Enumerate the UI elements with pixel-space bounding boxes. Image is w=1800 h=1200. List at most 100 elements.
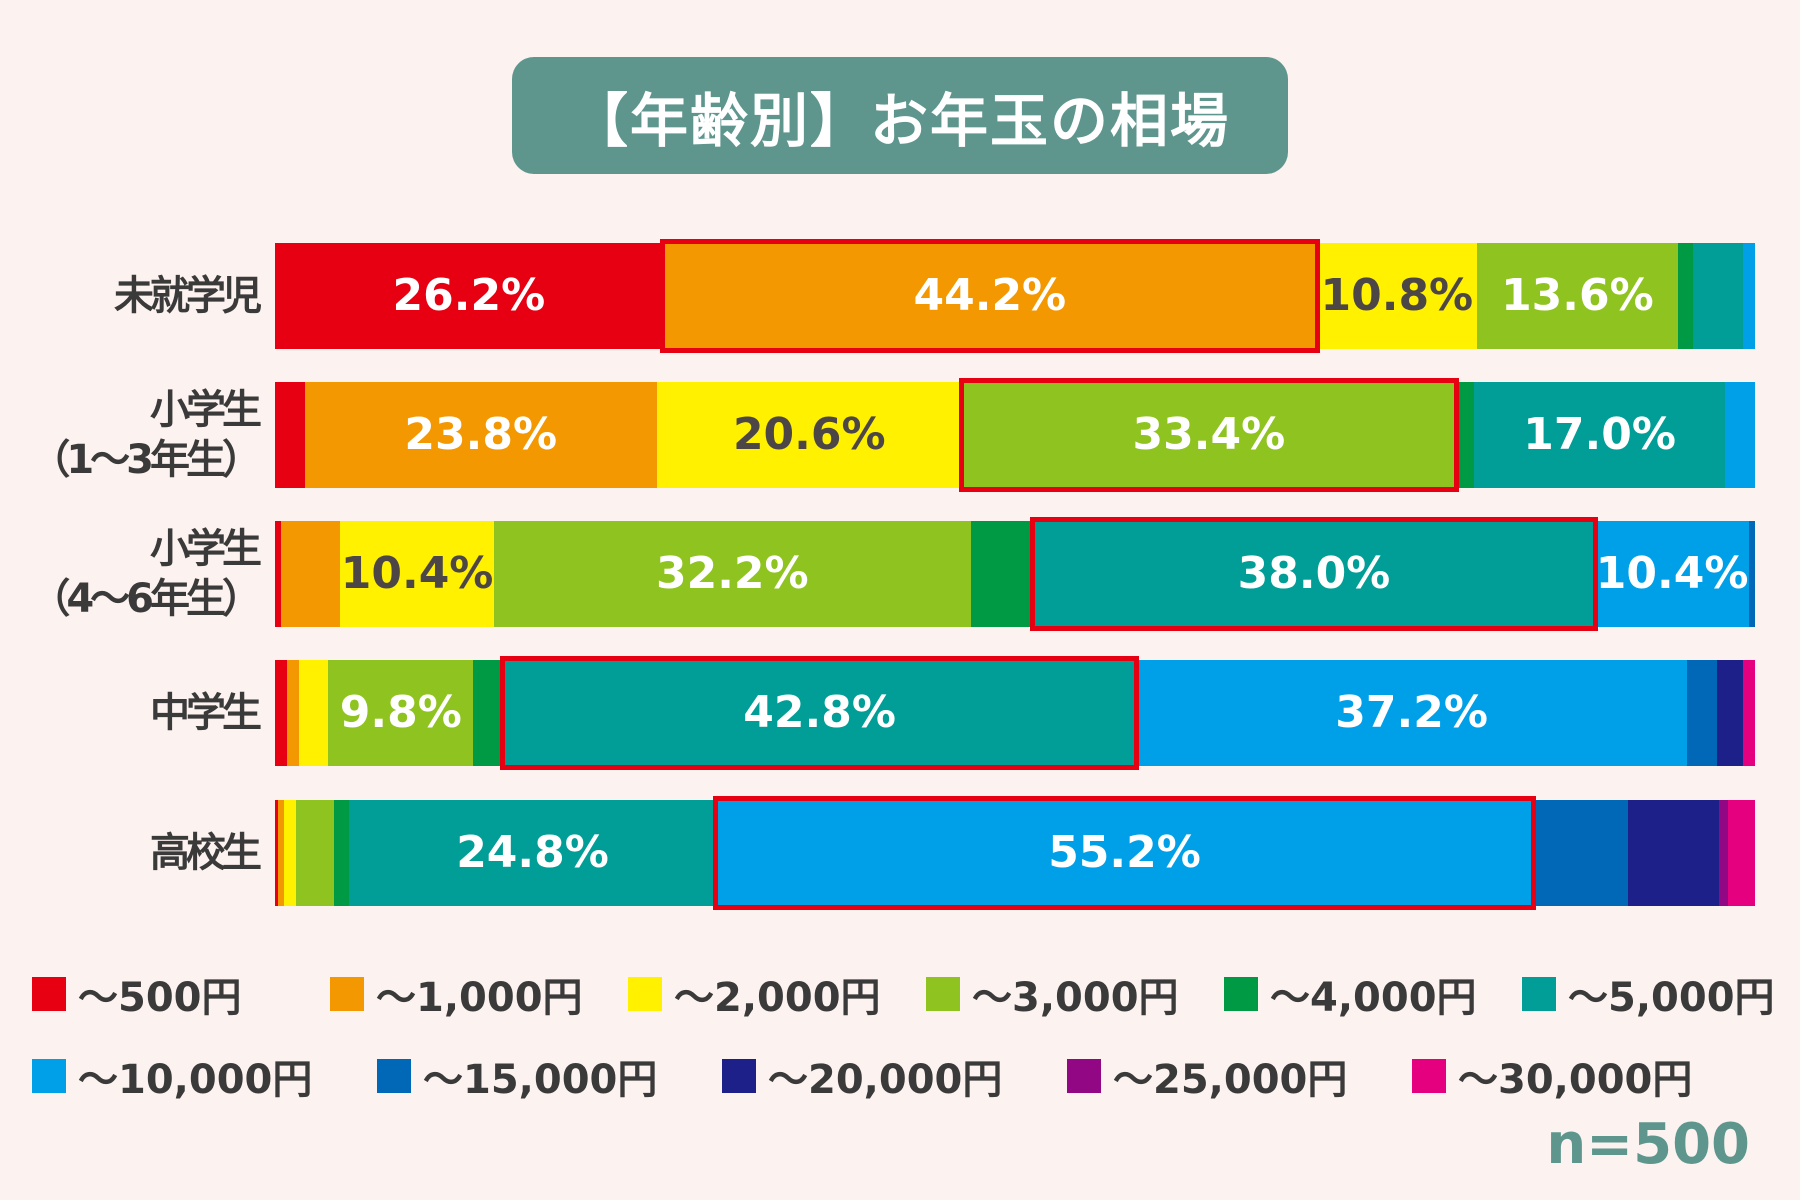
highlight-box	[499, 656, 1140, 770]
highlight-box	[713, 796, 1536, 910]
bar-row	[275, 243, 1756, 349]
legend-swatch	[926, 977, 960, 1011]
bar-segment	[304, 382, 658, 488]
data-label: 20.6%	[732, 409, 886, 460]
data-label: 24.8%	[456, 827, 609, 878]
bar-segment	[280, 521, 341, 627]
bar-segment	[349, 800, 717, 906]
legend-label: 〜2,000円	[674, 975, 881, 1021]
category-label-line: 中学生	[150, 690, 262, 736]
bar-segment	[275, 660, 288, 766]
category-label: 小学生 （4〜6年生）	[0, 521, 262, 627]
data-label: 37.2%	[1335, 687, 1488, 738]
bar-row	[275, 382, 1756, 488]
legend-swatch	[1412, 1059, 1446, 1093]
data-label: 38.0%	[1237, 548, 1391, 599]
legend-item: 〜15,000円	[377, 1052, 702, 1103]
bar-segment	[295, 800, 335, 906]
legend-item: 〜20,000円	[722, 1052, 1047, 1103]
legend-item: 〜500円	[32, 970, 310, 1021]
legend-label: 〜1,000円	[376, 975, 583, 1021]
legend-label: 〜500円	[78, 975, 242, 1021]
legend-item: 〜2,000円	[628, 970, 906, 1021]
data-label: 44.2%	[913, 270, 1067, 321]
data-label: 26.2%	[392, 270, 546, 321]
bar-segment	[1719, 800, 1729, 906]
data-label: 9.8%	[339, 687, 462, 738]
legend-label: 〜20,000円	[768, 1057, 1003, 1103]
legend-label: 〜3,000円	[972, 975, 1179, 1021]
data-label: 32.2%	[655, 548, 809, 599]
legend-swatch	[1224, 977, 1258, 1011]
bar-segment	[961, 382, 1457, 488]
highlight-box	[1029, 517, 1599, 631]
bar-segment	[283, 800, 297, 906]
bar-segment	[1749, 521, 1756, 627]
legend-item: 〜25,000円	[1067, 1052, 1392, 1103]
highlight-box	[659, 239, 1320, 353]
legend-label: 〜25,000円	[1113, 1057, 1348, 1103]
bar-segment	[1316, 243, 1478, 349]
data-label: 33.4%	[1132, 409, 1286, 460]
bar-row	[275, 521, 1756, 627]
legend-item: 〜1,000円	[330, 970, 608, 1021]
bar-segment	[1743, 243, 1756, 349]
bar-segment	[1743, 660, 1756, 766]
bar-segment	[1678, 243, 1694, 349]
legend-swatch	[32, 977, 66, 1011]
legend-swatch	[722, 1059, 756, 1093]
legend-swatch	[628, 977, 662, 1011]
bar-segment	[1595, 521, 1750, 627]
category-label: 小学生 （1〜3年生）	[0, 382, 262, 488]
bar-segment	[1473, 382, 1726, 488]
data-label: 10.8%	[1320, 270, 1474, 321]
bar-segment	[298, 660, 329, 766]
legend-item: 〜3,000円	[926, 970, 1204, 1021]
bar-segment	[656, 382, 963, 488]
bar-segment	[1533, 800, 1629, 906]
bar-segment	[1456, 382, 1475, 488]
legend-item: 〜4,000円	[1224, 970, 1502, 1021]
data-label: 42.8%	[743, 687, 896, 738]
category-label: 中学生	[0, 660, 262, 766]
legend-label: 〜10,000円	[78, 1057, 313, 1103]
chart-title: 【年齢別】お年玉の相場	[512, 57, 1288, 174]
legend-swatch	[1067, 1059, 1101, 1093]
category-label-line: （1〜3年生）	[30, 437, 262, 483]
bar-segment	[275, 382, 306, 488]
legend-item: 〜10,000円	[32, 1052, 357, 1103]
bar-segment	[275, 521, 282, 627]
bar-segment	[473, 660, 504, 766]
bar-row	[275, 800, 1756, 906]
legend-label: 〜5,000円	[1568, 975, 1775, 1021]
bar-segment	[1627, 800, 1720, 906]
legend-item: 〜5,000円	[1522, 970, 1800, 1021]
legend-item: 〜30,000円	[1412, 1052, 1737, 1103]
bar-segment	[1716, 660, 1744, 766]
bar-segment	[1728, 800, 1756, 906]
sample-size-note: n=500	[1546, 1112, 1750, 1177]
bar-segment	[340, 521, 495, 627]
data-label: 55.2%	[1048, 827, 1201, 878]
data-label: 10.4%	[1595, 548, 1749, 599]
bar-segment	[275, 243, 664, 349]
highlight-box	[958, 378, 1460, 492]
bar-segment	[334, 800, 350, 906]
legend-swatch	[32, 1059, 66, 1093]
bar-segment	[286, 660, 300, 766]
legend-swatch	[330, 977, 364, 1011]
bar-segment	[970, 521, 1034, 627]
category-label-line: 未就学児	[114, 273, 262, 319]
legend-label: 〜15,000円	[423, 1057, 658, 1103]
legend-label: 〜4,000円	[1270, 975, 1477, 1021]
data-label: 17.0%	[1523, 409, 1676, 460]
bar-segment	[1032, 521, 1596, 627]
legend-swatch	[1522, 977, 1556, 1011]
bar-segment	[1692, 243, 1744, 349]
category-label-line: 小学生	[150, 526, 262, 572]
bar-segment	[494, 521, 972, 627]
legend-label: 〜30,000円	[1458, 1057, 1693, 1103]
bar-segment	[662, 243, 1318, 349]
bar-segment	[277, 800, 285, 906]
category-label-line: 小学生	[150, 387, 262, 433]
